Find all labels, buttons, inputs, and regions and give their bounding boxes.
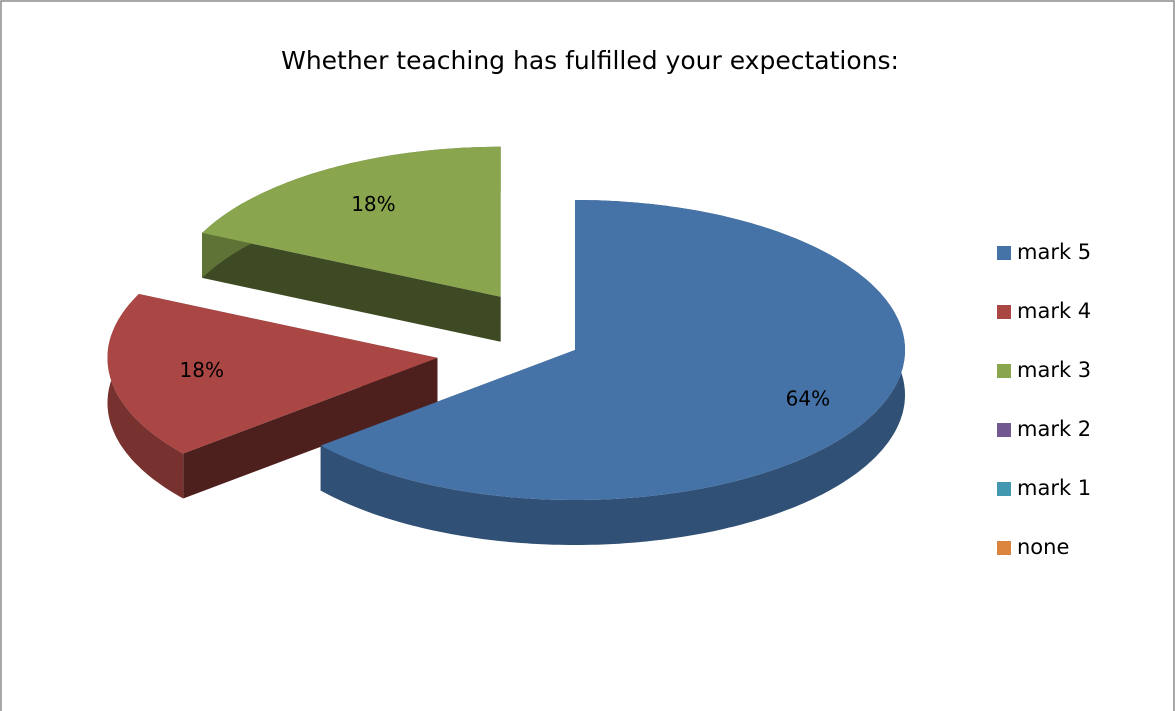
legend-swatch xyxy=(997,482,1011,496)
slice-side xyxy=(202,232,501,342)
slice xyxy=(320,200,905,500)
slice xyxy=(107,294,438,454)
legend-label: mark 5 xyxy=(1017,240,1091,264)
legend-swatch xyxy=(997,364,1011,378)
data-label: 18% xyxy=(351,192,395,216)
legend-label: mark 4 xyxy=(1017,299,1091,323)
legend-label: none xyxy=(1017,535,1069,559)
legend-swatch xyxy=(997,541,1011,555)
legend-swatch xyxy=(997,305,1011,319)
chart-title: Whether teaching has fulfilled your expe… xyxy=(281,46,899,75)
slice-side xyxy=(320,200,905,545)
slice xyxy=(202,146,501,297)
legend-label: mark 1 xyxy=(1017,476,1091,500)
legend-label: mark 3 xyxy=(1017,358,1091,382)
data-label: 18% xyxy=(180,358,224,382)
legend-swatch xyxy=(997,246,1011,260)
legend-swatch xyxy=(997,423,1011,437)
data-label: 64% xyxy=(786,386,830,410)
legend-label: mark 2 xyxy=(1017,417,1091,441)
slice-side xyxy=(183,357,438,499)
